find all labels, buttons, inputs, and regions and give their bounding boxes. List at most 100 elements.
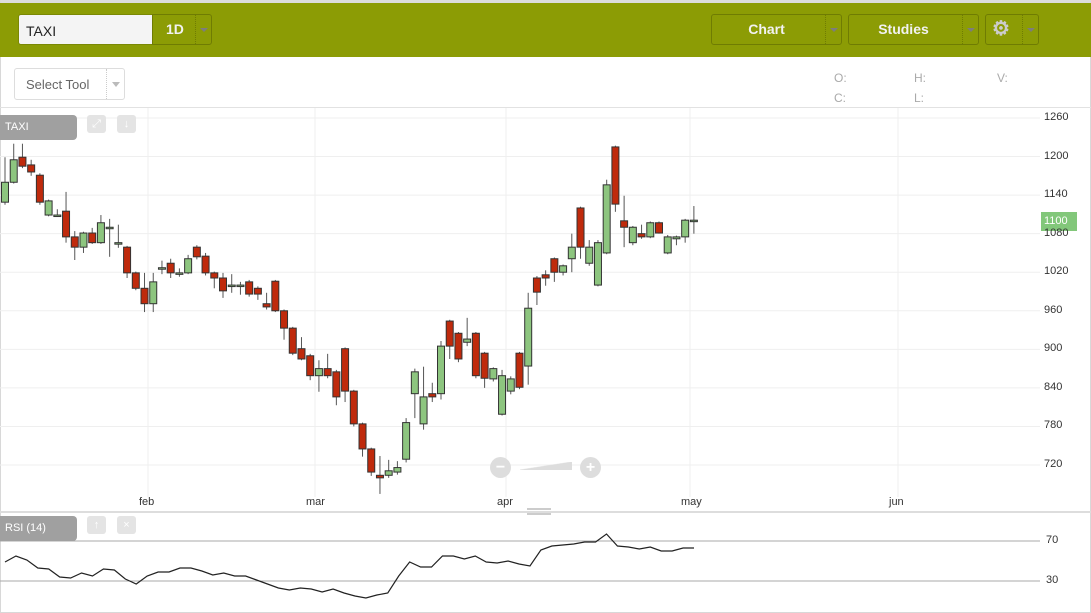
candle: [628, 225, 637, 246]
candle-body: [689, 219, 698, 223]
rsi-line: [4, 533, 694, 599]
candle-body: [184, 258, 193, 274]
candle: [175, 268, 184, 277]
candle-body: [541, 274, 550, 279]
candle-body: [593, 242, 602, 286]
candle-body: [18, 156, 27, 167]
candle-body: [288, 327, 297, 354]
candle-body: [419, 396, 428, 425]
candle: [114, 224, 123, 248]
candle-body: [227, 284, 236, 288]
candle-body: [201, 255, 210, 274]
candle: [524, 292, 533, 385]
interval-dropdown[interactable]: 1D: [152, 14, 212, 45]
interval-label: 1D: [166, 21, 184, 37]
candle: [219, 272, 227, 298]
select-tool-dropdown[interactable]: Select Tool: [14, 68, 125, 100]
price-tick-label: 1200: [1044, 149, 1069, 162]
candle-body: [70, 236, 79, 248]
candle: [646, 221, 655, 239]
candle-body: [114, 242, 123, 245]
settings-button[interactable]: ⚙: [985, 14, 1039, 45]
candle-body: [585, 246, 594, 264]
candle-body: [9, 159, 18, 183]
candle-body: [332, 371, 341, 398]
candle-body: [681, 219, 690, 238]
candle: [655, 221, 663, 234]
candle-body: [646, 222, 655, 238]
candle: [349, 389, 358, 427]
candle-body: [27, 164, 36, 173]
date-tick-label: feb: [139, 496, 155, 508]
candle-body: [506, 378, 515, 392]
candle: [576, 206, 585, 259]
candle: [280, 309, 289, 340]
price-tick-label: 1020: [1044, 265, 1069, 278]
zoom-slider[interactable]: [520, 462, 572, 470]
close-icon[interactable]: ×: [117, 516, 136, 534]
candle: [262, 292, 271, 310]
candle: [35, 173, 44, 205]
candle: [550, 257, 559, 282]
candle-body: [663, 236, 672, 254]
chart-menu-button[interactable]: Chart: [711, 14, 842, 45]
chevron-down-icon: [1022, 15, 1038, 44]
candle-body: [280, 310, 289, 329]
low-label: L:: [914, 91, 925, 105]
candle: [140, 272, 149, 313]
close-label: C:: [834, 91, 846, 105]
candle-body: [96, 222, 105, 244]
candle: [419, 366, 428, 430]
candle-body: [314, 368, 323, 377]
date-tick-label: apr: [497, 496, 513, 508]
candle-body: [271, 280, 280, 312]
candle: [253, 286, 262, 300]
candle: [9, 143, 18, 184]
candle: [489, 367, 498, 382]
candle-body: [219, 277, 227, 292]
candle: [367, 447, 376, 476]
candle: [96, 215, 105, 244]
arrow-down-icon[interactable]: ↓: [117, 115, 136, 133]
candle: [88, 227, 97, 244]
candle-body: [375, 474, 384, 479]
candle: [637, 224, 646, 239]
expand-icon[interactable]: ⤢: [87, 115, 106, 133]
candle: [123, 245, 132, 279]
candle-body: [341, 348, 350, 392]
chevron-down-icon: [825, 15, 841, 44]
candle: [341, 347, 350, 403]
candle-body: [454, 332, 463, 360]
candle: [157, 260, 166, 275]
candle-body: [393, 467, 402, 473]
symbol-input[interactable]: TAXI: [18, 14, 153, 45]
arrow-up-icon[interactable]: ↑: [87, 516, 106, 534]
studies-menu-button[interactable]: Studies: [848, 14, 979, 45]
candle: [480, 351, 489, 388]
candle: [184, 254, 193, 275]
candle-body: [131, 272, 140, 289]
candle-body: [402, 422, 411, 460]
candle: [62, 191, 71, 243]
select-tool-label: Select Tool: [26, 77, 90, 92]
zoom-out-button[interactable]: −: [490, 457, 511, 478]
candle: [506, 376, 515, 395]
candle: [532, 276, 541, 305]
candle-body: [88, 232, 97, 244]
zoom-in-button[interactable]: +: [580, 457, 601, 478]
candle: [681, 218, 690, 243]
candle-body: [559, 265, 568, 273]
candle: [332, 369, 341, 406]
volume-label: V:: [997, 71, 1008, 85]
candle-body: [445, 320, 454, 347]
candle-body: [140, 287, 149, 305]
panel-resize-handle[interactable]: [527, 508, 551, 515]
candle-body: [611, 146, 620, 205]
candle: [410, 368, 419, 419]
candle-body: [628, 226, 637, 244]
candle-body: [236, 284, 245, 288]
main-panel-label: TAXI: [0, 115, 77, 140]
candle: [297, 337, 306, 361]
date-tick-label: jun: [889, 496, 904, 508]
